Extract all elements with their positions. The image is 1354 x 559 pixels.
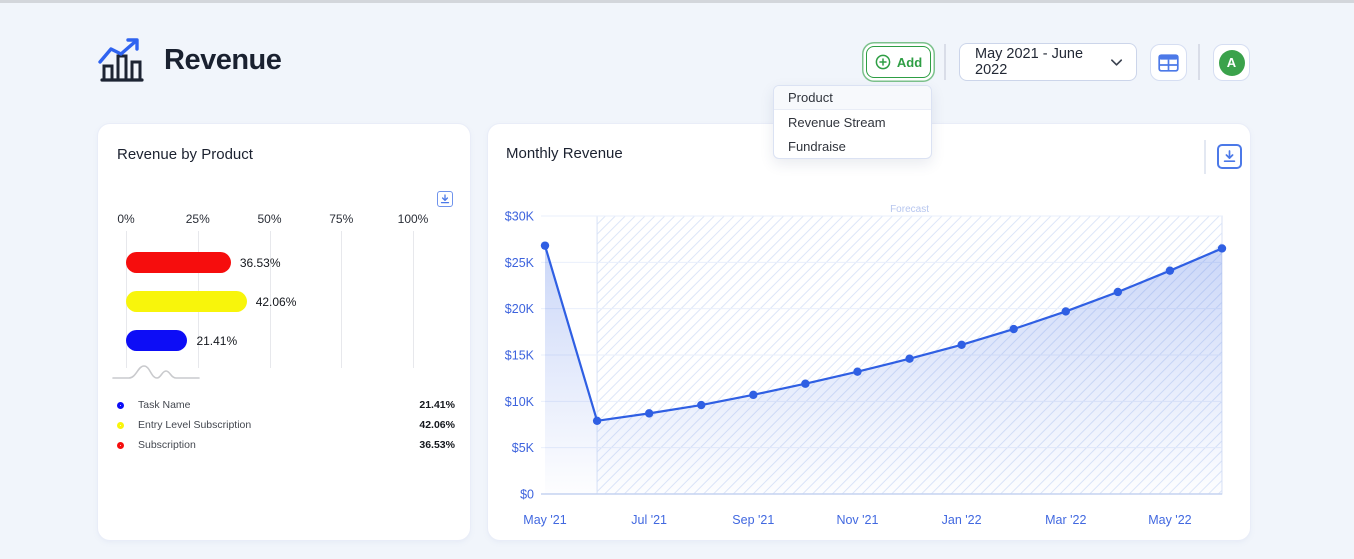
legend-ring-icon: [117, 441, 124, 449]
legend-value: 36.53%: [419, 439, 455, 451]
legend-ring-icon: [117, 421, 124, 429]
legend-item: Entry Level Subscription 42.06%: [117, 415, 455, 435]
add-dropdown-menu: Product Revenue Stream Fundraise: [773, 85, 932, 159]
table-view-button[interactable]: [1150, 44, 1187, 81]
x-tick: 100%: [397, 212, 429, 226]
legend-ring-icon: [117, 401, 124, 409]
revenue-by-product-card: Revenue by Product 0% 25% 50% 75% 100% 3…: [98, 124, 470, 540]
bar-value-label: 42.06%: [255, 294, 297, 309]
x-tick: 0%: [117, 212, 135, 226]
bar-value-label: 21.41%: [196, 333, 238, 348]
bar-task-name[interactable]: [126, 330, 188, 351]
monthly-revenue-line-chart[interactable]: $30K $25K $20K $15K $10K $5K $0 May '21 Jul '21 S…: [488, 204, 1250, 534]
bar-value-label: 36.53%: [239, 255, 281, 270]
add-button-label: Add: [896, 54, 923, 70]
mini-trend-decoration-icon: [112, 365, 200, 379]
menu-item-fundraise[interactable]: Fundraise: [788, 138, 846, 154]
svg-text:$5K: $5K: [512, 441, 535, 455]
x-tick: 25%: [185, 212, 210, 226]
legend-item: Subscription 36.53%: [117, 435, 455, 455]
svg-text:May '21: May '21: [523, 513, 566, 527]
date-range-value: May 2021 - June 2022: [975, 46, 1084, 78]
date-range-select[interactable]: May 2021 - June 2022: [959, 43, 1137, 81]
svg-text:$15K: $15K: [505, 349, 535, 363]
page-top-border: [0, 0, 1354, 3]
svg-text:Jul '21: Jul '21: [631, 513, 667, 527]
table-icon: [1158, 53, 1179, 72]
download-icon[interactable]: [437, 191, 453, 207]
x-tick: 50%: [257, 212, 282, 226]
x-tick: 75%: [329, 212, 354, 226]
legend-name: Task Name: [138, 399, 191, 411]
page-title: Revenue: [164, 44, 282, 76]
menu-item-revenue-stream[interactable]: Revenue Stream: [788, 114, 886, 130]
bar-entry-level-subscription[interactable]: [126, 291, 247, 312]
monthly-revenue-card: Monthly Revenue $30K $25K $20K $15K $10K $5K $…: [488, 124, 1250, 540]
bar-chart-plot: 36.53% 42.06% 21.41%: [126, 231, 413, 368]
menu-item-product[interactable]: Product: [774, 86, 931, 110]
legend-item: Task Name 21.41%: [117, 395, 455, 415]
svg-text:$20K: $20K: [505, 302, 535, 316]
svg-text:$30K: $30K: [505, 210, 535, 224]
svg-text:Mar '22: Mar '22: [1045, 513, 1086, 527]
svg-text:Forecast: Forecast: [890, 204, 929, 215]
card-title: Revenue by Product: [117, 146, 253, 163]
svg-text:Jan '22: Jan '22: [942, 513, 982, 527]
bar-chart-legend: Task Name 21.41% Entry Level Subscriptio…: [117, 395, 455, 455]
avatar-button[interactable]: A: [1213, 44, 1250, 81]
download-icon: [1223, 150, 1236, 163]
revenue-logo-icon: [98, 38, 144, 82]
bar-chart-x-axis: 0% 25% 50% 75% 100%: [117, 212, 428, 226]
legend-name: Subscription: [138, 439, 196, 451]
legend-value: 42.06%: [419, 419, 455, 431]
svg-text:May '22: May '22: [1148, 513, 1191, 527]
header-divider: [1198, 44, 1200, 80]
bar-row: 42.06%: [126, 291, 413, 312]
card-header-divider: [1204, 140, 1206, 174]
svg-text:Nov '21: Nov '21: [836, 513, 878, 527]
header-divider: [944, 44, 946, 80]
plus-circle-icon: [875, 54, 891, 70]
svg-text:$25K: $25K: [505, 256, 535, 270]
svg-text:$10K: $10K: [505, 395, 535, 409]
bar-subscription[interactable]: [126, 252, 231, 273]
bar-row: 36.53%: [126, 252, 413, 273]
avatar: A: [1218, 49, 1245, 76]
svg-text:$0: $0: [520, 488, 534, 502]
legend-value: 21.41%: [419, 399, 455, 411]
chevron-down-icon: [1110, 58, 1122, 66]
card-title: Monthly Revenue: [506, 145, 623, 162]
add-button[interactable]: Add: [866, 46, 931, 78]
legend-name: Entry Level Subscription: [138, 419, 252, 431]
svg-text:Sep '21: Sep '21: [732, 513, 774, 527]
download-button[interactable]: [1217, 144, 1242, 169]
bar-row: 21.41%: [126, 330, 413, 351]
